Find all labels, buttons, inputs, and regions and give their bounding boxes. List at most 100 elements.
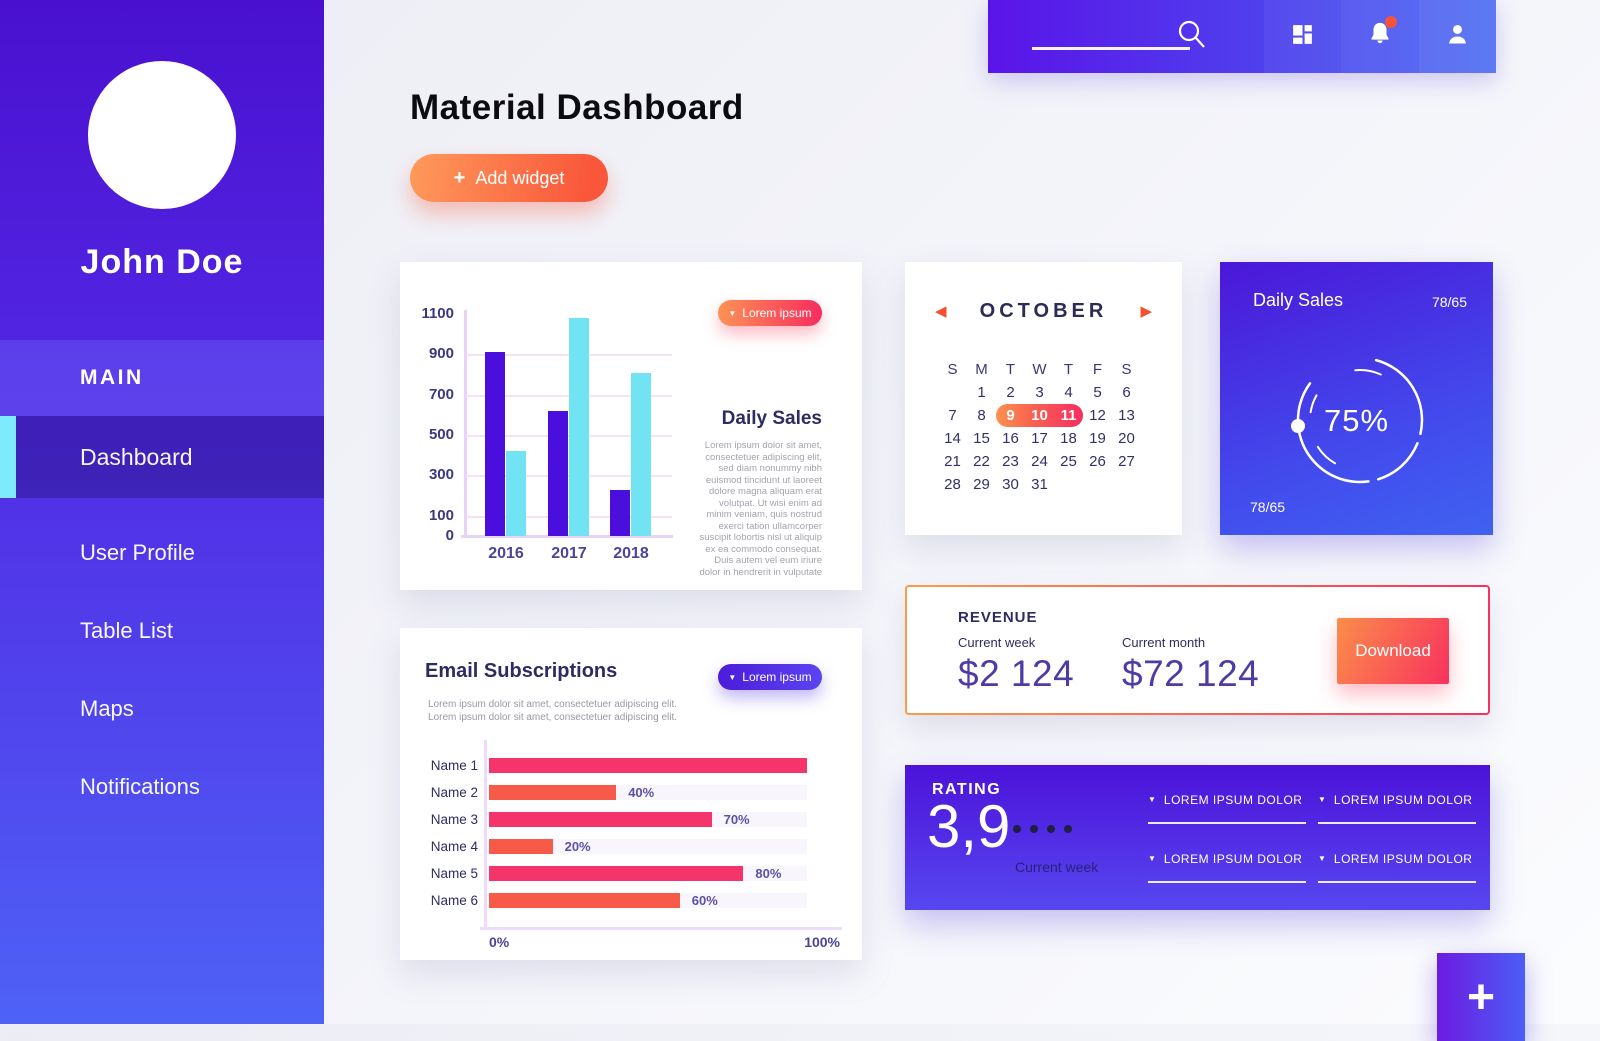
calendar-day[interactable]: 22 <box>973 453 990 470</box>
calendar-day[interactable]: 27 <box>1118 453 1135 470</box>
download-button[interactable]: Download <box>1337 618 1449 684</box>
calendar-day[interactable]: 3 <box>1035 384 1044 401</box>
dropdown-label: LOREM IPSUM DOLOR <box>1333 793 1473 807</box>
rating-title: RATING <box>932 781 1002 798</box>
rating-dot <box>1030 825 1038 833</box>
rating-card: RATING 3,9 Current week ▼ LOREM IPSUM DOL… <box>905 765 1490 910</box>
month-label: Current month <box>1122 635 1206 650</box>
subtitle-line: Lorem ipsum dolor sit amet, consectetuer… <box>428 712 678 723</box>
email-card-title: Email Subscriptions <box>425 660 618 682</box>
rating-value: 3,9 <box>927 793 1011 860</box>
sidebar-item-dashboard[interactable]: Dashboard <box>0 416 324 498</box>
calendar-day[interactable]: 24 <box>1031 453 1048 470</box>
email-chart-dropdown[interactable]: ▼ Lorem ipsum <box>718 664 822 690</box>
add-widget-button[interactable]: + Add widget <box>410 154 608 202</box>
calendar-day[interactable]: 28 <box>944 476 961 493</box>
sidebar-item-table-list[interactable]: Table List <box>0 592 324 670</box>
calendar-day[interactable]: 19 <box>1089 430 1106 447</box>
calendar-day[interactable]: 16 <box>1002 430 1019 447</box>
rating-dropdown[interactable]: ▼ LOREM IPSUM DOLOR <box>1148 850 1306 883</box>
dropdown-underline <box>1318 881 1476 883</box>
revenue-card-inner: REVENUE Current week $2 124 Current mont… <box>907 587 1488 713</box>
bar <box>489 893 680 908</box>
calendar-day[interactable]: 2 <box>1006 384 1015 401</box>
bar-track <box>489 758 807 773</box>
bar <box>489 758 807 773</box>
notifications-button[interactable] <box>1341 0 1419 73</box>
sidebar-item-label: Table List <box>80 618 173 643</box>
rating-dropdown[interactable]: ▼ LOREM IPSUM DOLOR <box>1318 850 1476 883</box>
calendar-day[interactable]: 8 <box>977 407 986 424</box>
calendar-day[interactable]: 17 <box>1031 430 1048 447</box>
row-label: Name 3 <box>430 812 478 827</box>
calendar-day[interactable]: 13 <box>1118 407 1135 424</box>
calendar-day-header: S <box>947 361 958 378</box>
rating-caption: Current week <box>1015 859 1099 875</box>
sidebar-item-label: User Profile <box>80 540 195 565</box>
topbar <box>988 0 1496 73</box>
month-prev-button[interactable]: ◀ <box>935 303 947 320</box>
calendar-day[interactable]: 7 <box>948 407 957 424</box>
calendar-day[interactable]: 20 <box>1118 430 1135 447</box>
sidebar-item-notifications[interactable]: Notifications <box>0 748 324 826</box>
bar-value-label: 80% <box>755 866 782 881</box>
y-axis-tick: 700 <box>428 385 454 403</box>
chevron-down-icon: ▼ <box>1148 795 1156 804</box>
calendar-empty-cell <box>938 381 967 404</box>
calendar-empty-cell <box>1112 473 1141 496</box>
avatar[interactable] <box>88 61 236 209</box>
calendar-day[interactable]: 14 <box>944 430 961 447</box>
calendar-day[interactable]: 15 <box>973 430 990 447</box>
x-axis-line <box>461 535 673 538</box>
dashboard-grid-button[interactable] <box>1264 0 1341 73</box>
calendar-day[interactable]: 5 <box>1093 384 1102 401</box>
rating-dropdown[interactable]: ▼ LOREM IPSUM DOLOR <box>1148 791 1306 824</box>
row-label: Name 5 <box>430 866 478 881</box>
rating-dot <box>1047 825 1055 833</box>
dropdown-label: LOREM IPSUM DOLOR <box>1333 852 1473 866</box>
week-value: $2 124 <box>958 653 1075 694</box>
add-fab-button[interactable]: + <box>1437 953 1525 1041</box>
y-axis-tick: 1100 <box>421 305 454 322</box>
calendar-day[interactable]: 23 <box>1002 453 1019 470</box>
rating-dot <box>1013 825 1021 833</box>
calendar-day[interactable]: 25 <box>1060 453 1077 470</box>
bar-track <box>489 812 807 827</box>
profile-button[interactable] <box>1419 0 1496 73</box>
calendar-day-header: T <box>1005 361 1016 378</box>
calendar-day[interactable]: 29 <box>973 476 990 493</box>
sidebar-section-header: MAIN <box>0 340 324 416</box>
dropdown-label: LOREM IPSUM DOLOR <box>1163 852 1303 866</box>
month-next-button[interactable]: ▶ <box>1140 303 1152 320</box>
calendar-day[interactable]: 6 <box>1122 384 1131 401</box>
calendar-day[interactable]: 21 <box>944 453 961 470</box>
calendar-day-header: M <box>975 361 988 378</box>
sales-chart-dropdown[interactable]: ▼ Lorem ipsum <box>718 300 822 326</box>
calendar-day[interactable]: 18 <box>1060 430 1077 447</box>
chevron-down-icon: ▼ <box>1318 795 1326 804</box>
y-axis-tick: 900 <box>428 345 454 363</box>
gauge-percent-value: 75% <box>1323 403 1390 438</box>
calendar-day[interactable]: 11 <box>1054 404 1083 427</box>
calendar-day[interactable]: 30 <box>1002 476 1019 493</box>
user-name: John Doe <box>80 243 244 281</box>
email-chart-row: Name 6 60% <box>410 893 862 908</box>
sidebar-item-user-profile[interactable]: User Profile <box>0 514 324 592</box>
rating-dropdown[interactable]: ▼ LOREM IPSUM DOLOR <box>1318 791 1476 824</box>
bar-value-label: 40% <box>628 785 655 800</box>
calendar-day[interactable]: 1 <box>977 384 986 401</box>
calendar-day[interactable]: 12 <box>1089 407 1106 424</box>
active-indicator-bar <box>0 416 16 498</box>
search-input[interactable] <box>988 0 1264 73</box>
x-axis-label: 2018 <box>613 545 649 562</box>
calendar-day[interactable]: 10 <box>1025 404 1054 427</box>
calendar-day[interactable]: 4 <box>1064 384 1073 401</box>
calendar-day[interactable]: 9 <box>996 404 1025 427</box>
calendar-day[interactable]: 26 <box>1089 453 1106 470</box>
chart-card-heading: Daily Sales <box>721 408 822 429</box>
sidebar-item-maps[interactable]: Maps <box>0 670 324 748</box>
gauge-card-title: Daily Sales <box>1253 290 1344 310</box>
plus-icon: + <box>1466 970 1496 1024</box>
calendar-day[interactable]: 31 <box>1031 476 1048 493</box>
search-icon[interactable] <box>1176 18 1206 57</box>
